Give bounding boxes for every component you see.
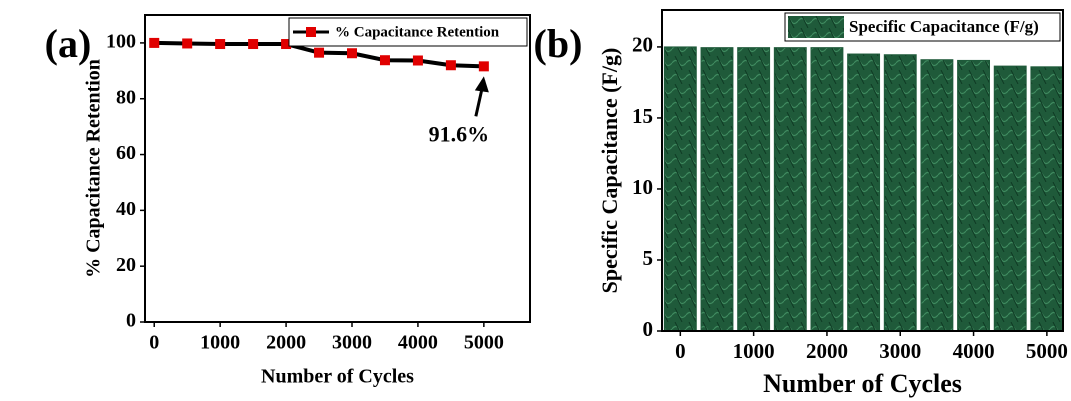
- marker: [446, 60, 456, 70]
- bar: [811, 48, 843, 331]
- x-tick-label: 1000: [733, 339, 775, 363]
- marker: [380, 55, 390, 65]
- annotation: 91.6%: [429, 121, 490, 146]
- bar: [701, 48, 733, 331]
- bar: [921, 60, 953, 331]
- x-tick-label: 3000: [332, 332, 372, 354]
- marker: [248, 39, 258, 49]
- y-tick-label: 20: [632, 33, 653, 57]
- y-axis-label: Specific Capacitance (F/g): [597, 48, 622, 294]
- x-tick-label: 1000: [200, 332, 240, 354]
- x-axis-label: Number of Cycles: [763, 369, 962, 398]
- bar: [774, 48, 806, 331]
- y-tick-label: 0: [126, 310, 136, 332]
- bar: [848, 54, 880, 331]
- marker: [215, 39, 225, 49]
- legend-label: Specific Capacitance (F/g): [849, 17, 1039, 36]
- y-axis-label: % Capacitance Retention: [83, 59, 105, 278]
- y-tick-label: 15: [632, 104, 653, 128]
- figure: (a)010002000300040005000020406080100Numb…: [0, 0, 1071, 401]
- bar: [664, 47, 696, 331]
- bar: [1031, 67, 1063, 331]
- x-tick-label: 0: [149, 332, 159, 354]
- y-tick-label: 60: [116, 142, 136, 164]
- x-tick-label: 5000: [464, 332, 504, 354]
- panel-label: (b): [534, 21, 583, 66]
- x-axis-label: Number of Cycles: [261, 366, 414, 388]
- y-tick-label: 10: [632, 175, 653, 199]
- x-tick-label: 2000: [806, 339, 848, 363]
- marker: [479, 61, 489, 71]
- y-tick-label: 40: [116, 198, 136, 220]
- legend-marker: [306, 27, 316, 37]
- marker: [413, 55, 423, 65]
- x-tick-label: 4000: [953, 339, 995, 363]
- bar: [884, 55, 916, 331]
- marker: [182, 38, 192, 48]
- x-tick-label: 2000: [266, 332, 306, 354]
- x-tick-label: 3000: [879, 339, 921, 363]
- legend-label: % Capacitance Retention: [335, 24, 500, 40]
- bar: [958, 60, 990, 331]
- marker: [314, 48, 324, 58]
- bar: [994, 66, 1026, 331]
- y-tick-label: 20: [116, 254, 136, 276]
- y-tick-label: 80: [116, 86, 136, 108]
- plot-frame: [145, 15, 530, 322]
- y-tick-label: 100: [106, 31, 136, 53]
- marker: [149, 38, 159, 48]
- y-tick-label: 0: [643, 317, 654, 341]
- x-tick-label: 4000: [398, 332, 438, 354]
- bar: [738, 48, 770, 331]
- annotation-arrowhead: [475, 76, 489, 92]
- marker: [347, 48, 357, 58]
- y-tick-label: 5: [643, 246, 654, 270]
- legend-swatch: [788, 16, 844, 38]
- x-tick-label: 0: [675, 339, 686, 363]
- x-tick-label: 5000: [1026, 339, 1068, 363]
